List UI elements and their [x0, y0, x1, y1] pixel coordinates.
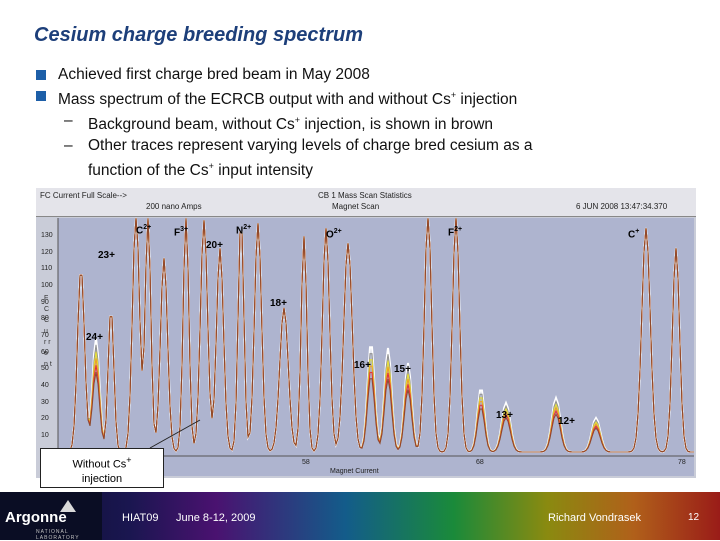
header-timestamp: 6 JUN 2008 13:47:34.370: [576, 202, 668, 211]
y-tick-label: 90: [41, 298, 49, 306]
x-tick-label: 78: [678, 459, 686, 466]
y-tick-label: 40: [41, 382, 49, 389]
callout-line: [149, 419, 201, 449]
header-scan-stats: CB 1 Mass Scan Statistics: [318, 191, 412, 200]
sub-bullet-item: – Background beam, without Cs+ injection…: [36, 110, 676, 135]
sub-bullet-text: Other traces represent varying levels of…: [88, 137, 533, 155]
peak-label-16: 16+: [354, 360, 371, 371]
spectrum-plot: [57, 217, 694, 476]
peak-label-18: 18+: [270, 298, 287, 309]
x-axis-title: Magnet Current: [330, 468, 379, 475]
without-cs-callout: Without Cs+ injection: [40, 448, 164, 488]
y-tick-label: 110: [41, 265, 53, 273]
bullet-text: Mass spectrum of the ECRCB output with a…: [58, 91, 451, 109]
dash-icon: –: [64, 112, 73, 130]
sub-bullet-text: Background beam, without Cs: [88, 116, 295, 134]
argonne-logo: Argonne NATIONAL LABORATORY: [0, 492, 102, 541]
header-fullscale-label: FC Current Full Scale-->: [40, 191, 127, 200]
superscript: +: [450, 90, 457, 100]
y-tick-label: 70: [41, 332, 49, 339]
peak-label-15: 15+: [394, 364, 411, 375]
sub-bullet-text: input intensity: [213, 162, 313, 180]
spectrum-figure: FC Current Full Scale--> 200 nano Amps C…: [36, 188, 696, 478]
header-fullscale-value: 200 nano Amps: [146, 202, 202, 211]
footer-dates: June 8-12, 2009: [176, 512, 256, 524]
sub-bullet-text: function of the Cs: [88, 162, 209, 180]
dash-icon: –: [64, 137, 73, 155]
sub-bullet-continuation: function of the Cs+ input intensity: [36, 156, 676, 181]
y-tick-label: 10: [41, 432, 49, 439]
y-tick-label: 50: [41, 365, 49, 373]
bullet-item: Achieved first charge bred beam in May 2…: [36, 64, 676, 85]
peak-label-23: 23+: [98, 250, 115, 261]
bullet-text: Achieved first charge bred beam in May 2…: [58, 66, 370, 83]
footer-page-number: 12: [688, 512, 700, 523]
peak-label-n2: N2+: [236, 224, 252, 237]
logo-subtext: NATIONAL LABORATORY: [36, 529, 80, 541]
peak-label-20: 20+: [206, 240, 223, 251]
sub-bullet-text: injection, is shown in brown: [300, 116, 494, 134]
peak-label-f3: F3+: [174, 226, 189, 239]
y-axis-title: F C C u r r e n t: [44, 295, 52, 368]
logo-text: Argonne: [5, 509, 67, 526]
bullet-square-icon: [36, 91, 46, 101]
y-tick-label: 60: [41, 348, 49, 356]
y-tick-label: 100: [41, 282, 53, 289]
superscript: +: [208, 161, 214, 172]
peak-label-o2: O2+: [326, 228, 342, 241]
spectrum-trace: [58, 217, 694, 453]
logo-triangle-icon: [60, 500, 76, 512]
y-tick-label: 80: [41, 315, 49, 323]
footer-conference: HIAT09: [122, 512, 159, 524]
bullet-list: Achieved first charge bred beam in May 2…: [36, 64, 676, 181]
slide-title: Cesium charge breeding spectrum: [34, 24, 363, 46]
header-magnet-scan: Magnet Scan: [332, 202, 380, 211]
peak-label-24: 24+: [86, 332, 103, 343]
peak-label-13: 13+: [496, 410, 513, 421]
peak-label-c2: C2+: [136, 224, 152, 237]
y-tick-label: 130: [41, 232, 53, 239]
peak-label-12: 12+: [558, 416, 575, 427]
footer-bar: Argonne NATIONAL LABORATORY HIAT09 June …: [0, 492, 720, 541]
sub-bullet-item: – Other traces represent varying levels …: [36, 135, 676, 156]
superscript: +: [294, 115, 301, 126]
peak-label-f2: F2+: [448, 226, 463, 239]
trace-group: [58, 217, 694, 453]
x-tick-label: 68: [476, 459, 484, 466]
x-tick-label: 58: [302, 459, 310, 466]
bullet-item: Mass spectrum of the ECRCB output with a…: [36, 85, 676, 110]
peak-label-c1: C+: [628, 228, 640, 241]
bullet-square-icon: [36, 70, 46, 80]
y-tick-label: 30: [41, 398, 49, 406]
figure-header-bar: FC Current Full Scale--> 200 nano Amps C…: [36, 188, 696, 217]
y-tick-label: 20: [41, 415, 49, 423]
y-tick-label: 120: [41, 248, 53, 256]
bullet-text: injection: [456, 91, 518, 109]
footer-author: Richard Vondrasek: [548, 512, 641, 524]
